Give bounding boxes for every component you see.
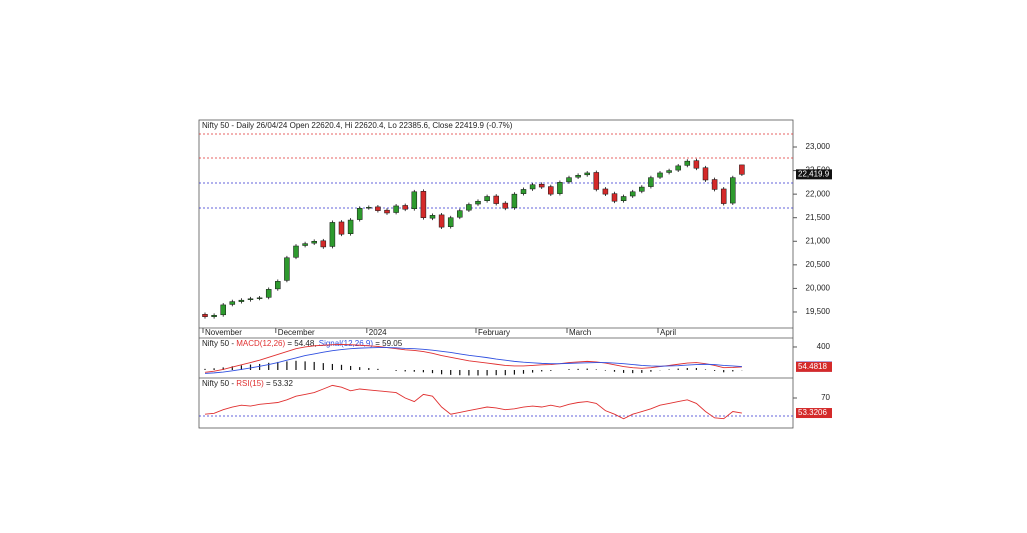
candle-body <box>593 172 600 190</box>
title-part: = 53.32 <box>264 379 294 388</box>
candle-body <box>666 170 672 173</box>
candle-body <box>584 172 590 176</box>
title-part: = 54.48, <box>285 339 319 348</box>
indicator-line <box>204 347 742 374</box>
x-tick-label: 2024 <box>369 328 387 337</box>
title-part: Nifty 50 - <box>202 379 236 388</box>
candle-body <box>711 179 718 190</box>
title-part: Signal(12,26,9) <box>319 339 374 348</box>
candle-body <box>220 304 226 316</box>
rsi-line <box>204 384 742 420</box>
candle-body <box>275 281 281 290</box>
candle-body <box>739 164 745 175</box>
candle-body <box>393 205 399 213</box>
candle-body <box>475 200 481 205</box>
candle-body <box>438 214 445 228</box>
candle-body <box>529 184 536 190</box>
candle-body <box>639 186 645 192</box>
candle-body <box>375 206 381 211</box>
candle-body <box>420 191 427 218</box>
y-tick-label: 21,500 <box>806 213 831 222</box>
candle-body <box>202 314 208 317</box>
candle-body <box>493 195 499 204</box>
y-tick-label: 20,000 <box>806 284 831 293</box>
x-tick-label: April <box>660 328 676 337</box>
chart-title: Nifty 50 - Daily 26/04/24 Open 22620.4, … <box>202 121 513 130</box>
candle-body <box>229 301 236 305</box>
y-tick-label: 70 <box>821 393 830 402</box>
y-tick-label: 400 <box>817 342 831 351</box>
y-tick-label: 20,500 <box>806 260 831 269</box>
indicator-line <box>204 343 742 373</box>
title-part: Nifty 50 - <box>202 339 236 348</box>
value-box <box>796 408 832 419</box>
candle-body <box>256 297 263 299</box>
y-tick-label: 23,000 <box>806 142 831 151</box>
candle-body <box>347 219 354 234</box>
candle-body <box>620 196 627 201</box>
candle-body <box>575 175 581 178</box>
value-box <box>796 361 832 372</box>
value-box-label: 54.4818 <box>798 362 827 371</box>
candle-body <box>511 193 518 209</box>
x-tick-label: November <box>205 328 242 337</box>
candle-body <box>602 188 609 195</box>
candle-body <box>657 172 663 178</box>
candle-body <box>520 189 527 194</box>
candle-body <box>720 188 727 204</box>
candle-body <box>311 241 317 244</box>
candle-body <box>629 191 636 197</box>
candle-body <box>247 298 254 300</box>
macd-title: Nifty 50 - MACD(12,26) = 54.48, Signal(1… <box>202 339 403 348</box>
y-tick-label: 19,500 <box>806 307 831 316</box>
title-part: MACD(12,26) <box>236 339 285 348</box>
rsi-title: Nifty 50 - RSI(15) = 53.32 <box>202 379 293 388</box>
candle-body <box>548 186 554 195</box>
candle-body <box>466 204 472 211</box>
candle-body <box>284 257 290 281</box>
candle-body <box>356 208 363 220</box>
candle-body <box>566 177 572 183</box>
last-price-label: 22,419.9 <box>798 169 830 178</box>
candle-body <box>693 160 700 169</box>
candle-body <box>675 165 681 171</box>
x-tick-label: December <box>278 328 315 337</box>
candle-body <box>538 183 545 188</box>
last-price-box <box>796 169 832 180</box>
candle-body <box>557 182 563 194</box>
chart-frame <box>198 119 794 429</box>
candle-body <box>329 222 336 247</box>
value-box-label: 53.3206 <box>798 408 827 417</box>
candle-body <box>429 215 436 219</box>
candle-body <box>320 240 327 248</box>
candle-body <box>293 245 299 258</box>
candle-body <box>238 299 245 302</box>
y-tick-label: 22,000 <box>806 189 831 198</box>
candle-body <box>684 160 691 166</box>
candle-body <box>411 191 418 210</box>
candle-body <box>730 177 736 204</box>
candle-body <box>447 217 454 227</box>
candle-body <box>702 167 709 181</box>
x-tick-label: March <box>569 328 591 337</box>
candle-body <box>502 202 509 209</box>
candle-body <box>402 205 408 210</box>
title-part: = 59.05 <box>373 339 403 348</box>
candle-body <box>484 196 490 201</box>
candle-body <box>457 210 463 218</box>
candle-body <box>338 221 345 235</box>
y-tick-label: 21,000 <box>806 236 831 245</box>
candle-body <box>611 193 618 202</box>
title-part: RSI(15) <box>236 379 264 388</box>
candle-body <box>211 315 217 317</box>
x-tick-label: February <box>478 328 510 337</box>
candle-body <box>366 207 372 209</box>
candle-body <box>265 289 272 298</box>
candle-body <box>302 243 308 246</box>
candle-body <box>648 177 654 187</box>
candle-body <box>384 209 390 214</box>
